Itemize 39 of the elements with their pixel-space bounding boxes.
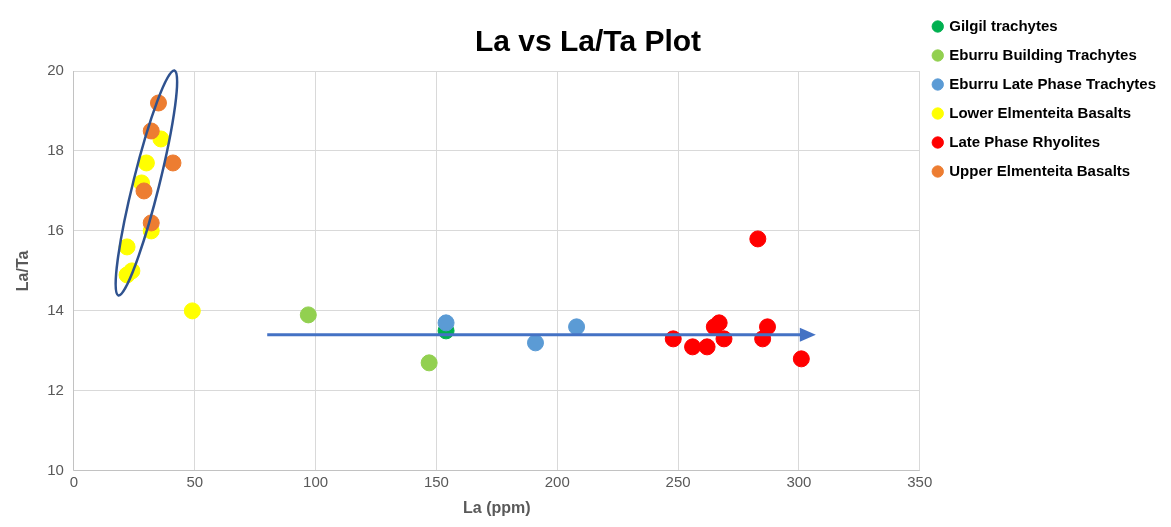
legend-label: Upper Elmenteita Basalts [949,161,1131,179]
point [135,182,153,200]
y-tick-label: 18 [47,141,64,159]
x-tick-label: 300 [786,472,812,490]
legend-label: Lower Elmenteita Basalts [949,103,1131,121]
x-tick-label: 50 [186,472,204,490]
point [698,338,716,356]
x-axis-title: La (ppm) [463,498,531,516]
point [118,238,136,256]
legend-label: Eburru Building Trachytes [949,45,1137,63]
y-tick-label: 10 [47,460,64,478]
legend-label: Gilgil trachytes [949,16,1058,34]
point [164,154,182,172]
y-tick-label: 12 [47,380,64,398]
point [705,318,723,336]
point [183,302,201,320]
point [137,154,155,172]
point [420,354,438,372]
x-tick-label: 200 [544,472,570,490]
point [437,314,455,332]
point [526,334,544,352]
chart-title: La vs La/Ta Plot [474,24,702,58]
x-tick-label: 0 [69,472,79,490]
point [299,306,317,324]
x-tick-label: 150 [423,472,449,490]
x-tick-label: 100 [303,472,329,490]
y-tick-label: 14 [47,301,64,319]
point [792,350,810,368]
y-axis-title: La/Ta [14,250,32,292]
legend-label: Late Phase Rhyolites [949,132,1101,150]
point [568,318,586,336]
point [759,318,776,336]
x-tick-label: 250 [665,472,691,490]
point [684,338,702,356]
y-tick-label: 16 [47,221,64,239]
x-tick-label: 350 [907,472,933,490]
y-tick-label: 20 [47,61,64,79]
legend-label: Eburru Late Phase Trachytes [949,74,1156,92]
point [749,230,767,248]
